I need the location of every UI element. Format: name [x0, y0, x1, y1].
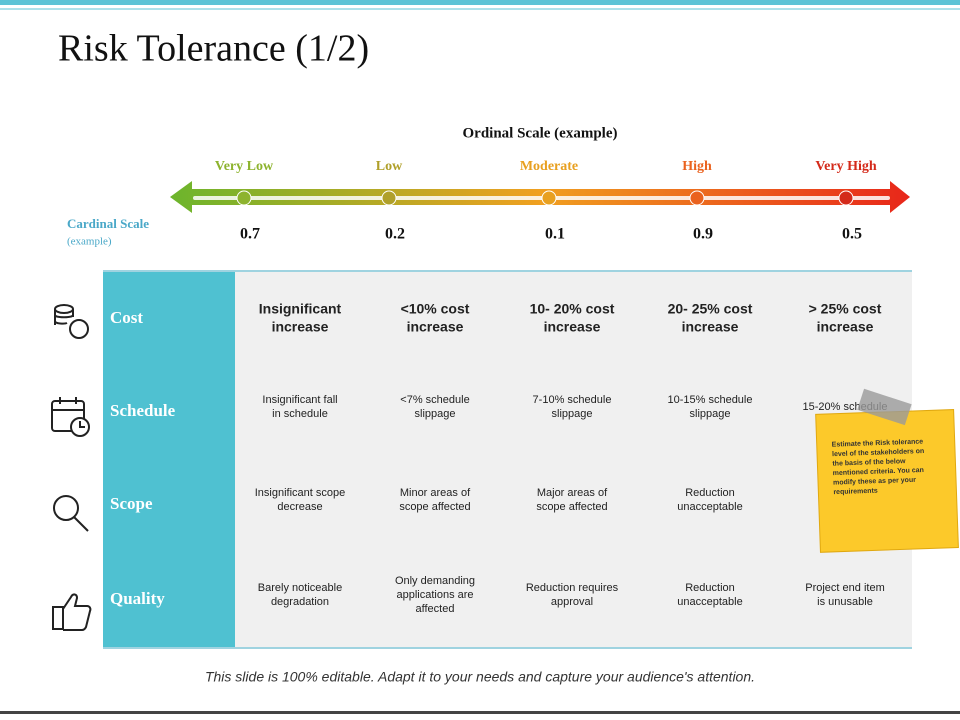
cell-text: is unusable [817, 596, 873, 608]
cell-text: increase [817, 319, 874, 335]
top-bar [0, 0, 960, 5]
cell-text: Reduction requires [526, 582, 619, 594]
note-text: level of the stakeholders on [832, 448, 924, 458]
cardinal-value: 0.9 [693, 226, 713, 243]
cell-text: <7% schedule [400, 394, 469, 406]
cell-text: Insignificant fall [262, 394, 337, 406]
cardinal-value: 0.7 [240, 226, 260, 243]
level-dot [381, 190, 397, 206]
row-label: Cost [110, 308, 143, 327]
cell-text: Major areas of [537, 487, 608, 499]
level-label: Low [376, 159, 403, 174]
cell-text: > 25% cost [809, 301, 882, 317]
cardinal-value: 0.5 [842, 226, 862, 243]
cell-text: increase [407, 319, 464, 335]
cardinal-sublabel: (example) [67, 236, 112, 248]
table-body [235, 271, 912, 648]
level-label: Moderate [520, 159, 578, 174]
cardinal-label: Cardinal Scale [67, 216, 149, 231]
cell-text: increase [544, 319, 601, 335]
cell-text: Project end item [805, 582, 884, 594]
label-column [103, 271, 235, 648]
cell-text: 20- 25% cost [668, 301, 753, 317]
cell-text: approval [551, 596, 593, 608]
cell-text: <10% cost [401, 301, 470, 317]
cell-text: in schedule [272, 408, 328, 420]
cell-text: 10- 20% cost [530, 301, 615, 317]
ordinal-label: Ordinal Scale (example) [463, 125, 618, 141]
cell-text: degradation [271, 596, 329, 608]
level-dot [689, 190, 705, 206]
coins-icon [54, 304, 89, 339]
cell-text: Only demanding [395, 575, 475, 587]
cell-text: Reduction [685, 487, 735, 499]
footer: This slide is 100% editable. Adapt it to… [205, 669, 755, 685]
cell-text: increase [682, 319, 739, 335]
level-dot [838, 190, 854, 206]
title: Risk Tolerance (1/2) [58, 28, 369, 70]
cell-text: scope affected [399, 501, 470, 513]
cell-text: increase [272, 319, 329, 335]
level-dot [541, 190, 557, 206]
cell-text: Insignificant [259, 301, 342, 317]
cell-text: Reduction [685, 582, 735, 594]
row-label: Quality [110, 589, 165, 608]
cell-text: unacceptable [677, 596, 742, 608]
note-tape [857, 388, 912, 426]
magnifier-icon [53, 495, 89, 532]
note-text: requirements [833, 488, 878, 497]
level-label: High [682, 159, 712, 174]
bottom-bar [0, 711, 960, 714]
cell-text: Minor areas of [400, 487, 471, 499]
cell-text: 7-10% schedule [533, 394, 612, 406]
note-text: Estimate the Risk tolerance [832, 438, 924, 448]
cardinal-value: 0.1 [545, 226, 565, 243]
cardinal-value: 0.2 [385, 226, 405, 243]
cell-text: slippage [415, 408, 456, 420]
cell-text: slippage [552, 408, 593, 420]
cell-text: slippage [690, 408, 731, 420]
cell-text: affected [416, 603, 455, 615]
calendar-icon [51, 397, 90, 437]
cell-text: applications are [396, 589, 473, 601]
cell-text: 10-15% schedule [667, 394, 752, 406]
icons [51, 304, 92, 631]
cell-text: decrease [277, 501, 322, 513]
level-dot [236, 190, 252, 206]
note-text: the basis of the below [832, 458, 906, 468]
cell-text: scope affected [536, 501, 607, 513]
row-label: Scope [110, 494, 153, 513]
level-label: Very High [815, 159, 877, 174]
note-text: mentioned criteria. You can [833, 467, 924, 477]
level-label: Very Low [215, 159, 274, 174]
row-label: Schedule [110, 401, 176, 420]
cell-text: Barely noticeable [258, 582, 342, 594]
thumbs-up-icon [52, 593, 92, 631]
cell-text: unacceptable [677, 501, 742, 513]
note-text: modify these as per your [833, 477, 916, 487]
cell-text: Insignificant scope [255, 487, 346, 499]
